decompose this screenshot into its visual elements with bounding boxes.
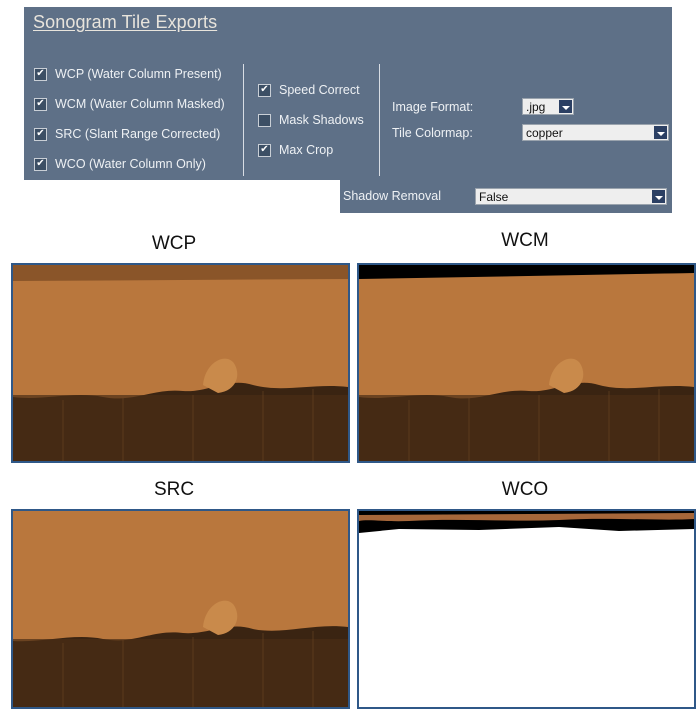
sonogram-image — [359, 265, 694, 461]
tile-title-src: SRC — [153, 479, 195, 500]
sonogram-image — [13, 511, 348, 707]
tile-src-image — [11, 509, 350, 709]
checkbox-box[interactable] — [258, 113, 271, 127]
checkbox-label: WCM (Water Column Masked) — [55, 97, 225, 111]
tile-wco-image — [357, 509, 696, 709]
sonogram-image — [13, 265, 348, 461]
checkbox-box[interactable]: ✔ — [34, 127, 47, 141]
checkbox-mask-shadows[interactable]: Mask Shadows — [258, 113, 364, 127]
dropdown-value: .jpg — [526, 100, 546, 114]
panel-title: Sonogram Tile Exports — [33, 12, 218, 32]
tile-colormap-label: Tile Colormap: — [392, 126, 473, 140]
checkbox-box[interactable]: ✔ — [34, 67, 47, 81]
export-settings-panel — [24, 7, 672, 180]
checkbox-label: WCO (Water Column Only) — [55, 157, 206, 171]
checkbox-label: Max Crop — [279, 143, 334, 157]
checkbox-label: Speed Correct — [279, 83, 360, 97]
divider-left — [243, 64, 244, 176]
chevron-down-icon[interactable] — [652, 190, 665, 203]
chevron-down-icon[interactable] — [654, 126, 667, 139]
checkbox-box[interactable]: ✔ — [34, 157, 47, 171]
sonogram-image — [359, 511, 694, 707]
dropdown-value: copper — [526, 126, 563, 140]
tile-wcp-image — [11, 263, 350, 463]
tile-title-wcm: WCM — [501, 230, 549, 251]
checkbox-label: Mask Shadows — [279, 113, 364, 127]
checkbox-box[interactable]: ✔ — [258, 143, 271, 157]
tile-colormap-dropdown[interactable]: copper — [522, 124, 669, 141]
shadow-removal-dropdown[interactable]: False — [475, 188, 667, 205]
divider-right — [379, 64, 380, 176]
chevron-down-icon[interactable] — [559, 100, 572, 113]
checkbox-wco[interactable]: ✔ WCO (Water Column Only) — [34, 157, 206, 171]
image-format-label: Image Format: — [392, 100, 474, 114]
checkbox-max-crop[interactable]: ✔ Max Crop — [258, 143, 333, 157]
tile-wcm-image — [357, 263, 696, 463]
tile-title-wco: WCO — [501, 479, 549, 500]
checkbox-speed-correct[interactable]: ✔ Speed Correct — [258, 83, 360, 97]
checkbox-label: SRC (Slant Range Corrected) — [55, 127, 221, 141]
image-format-dropdown[interactable]: .jpg — [522, 98, 574, 115]
checkbox-src[interactable]: ✔ SRC (Slant Range Corrected) — [34, 127, 220, 141]
tile-title-wcp: WCP — [151, 233, 197, 254]
checkbox-wcm[interactable]: ✔ WCM (Water Column Masked) — [34, 97, 225, 111]
checkbox-wcp[interactable]: ✔ WCP (Water Column Present) — [34, 67, 222, 81]
dropdown-value: False — [479, 190, 509, 204]
shadow-removal-label: Shadow Removal — [343, 189, 441, 203]
checkbox-label: WCP (Water Column Present) — [55, 67, 222, 81]
checkbox-box[interactable]: ✔ — [258, 83, 271, 97]
checkbox-box[interactable]: ✔ — [34, 97, 47, 111]
